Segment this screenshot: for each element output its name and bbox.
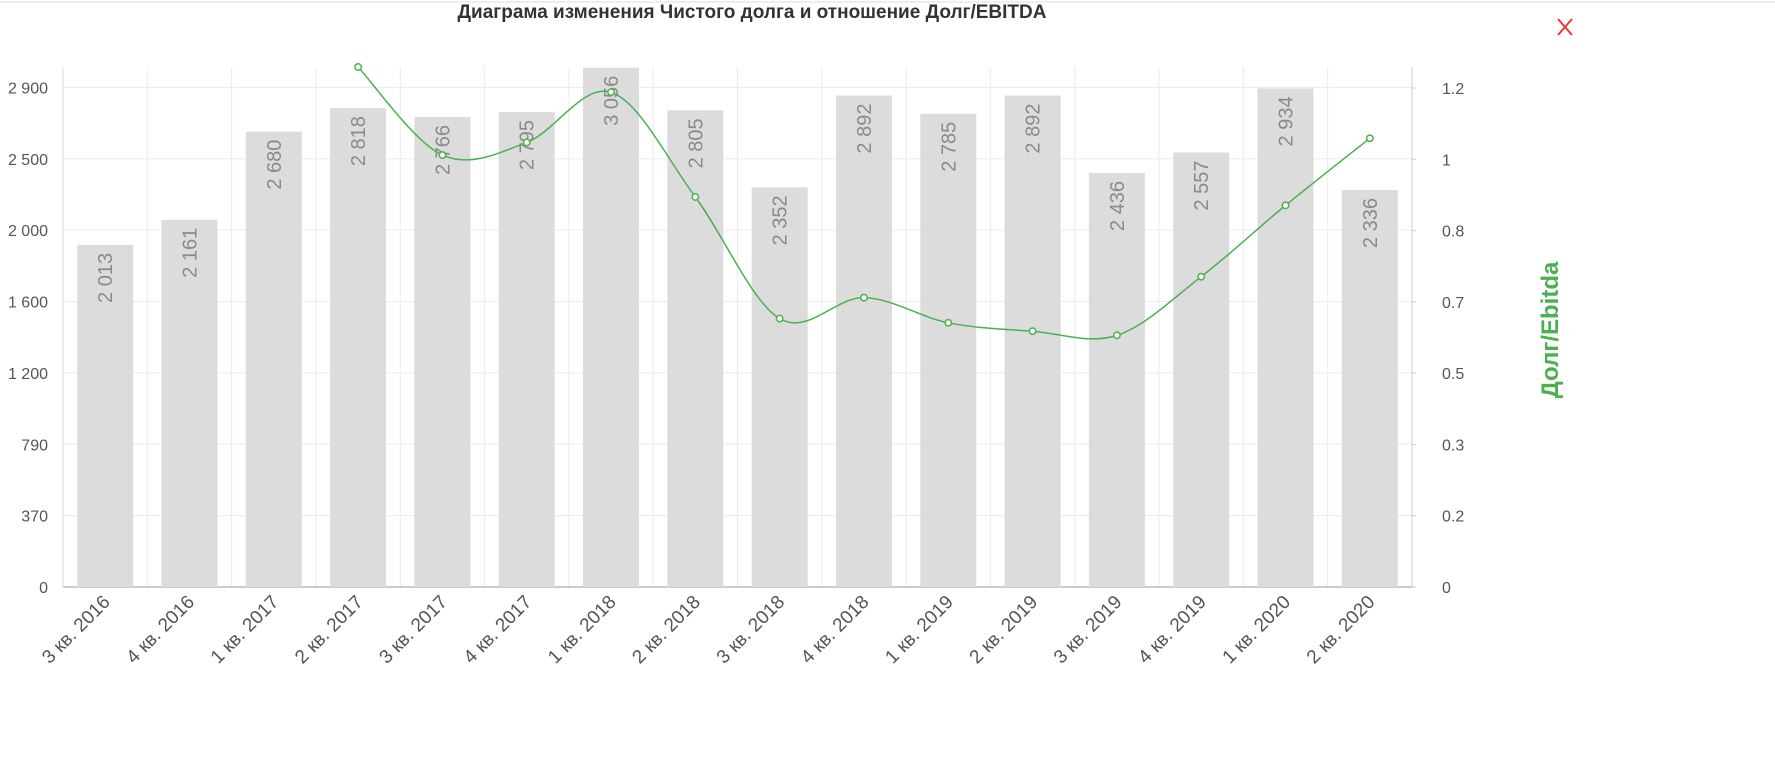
y2-tick-label: 1: [1442, 152, 1451, 169]
line-point: [775, 314, 784, 323]
data-label: 2 161: [179, 228, 201, 278]
data-label: 2 680: [264, 140, 286, 190]
bar: [835, 95, 892, 588]
y-tick-label: 1 200: [8, 366, 48, 383]
y-tick-label: 790: [21, 437, 48, 454]
y-tick-label: 1 600: [8, 295, 48, 312]
bar: [498, 112, 555, 587]
line-point: [691, 193, 700, 201]
line-point: [354, 63, 363, 71]
line-point: [522, 138, 531, 147]
bar: [1173, 152, 1230, 588]
y2-tick-label: 0.3: [1442, 437, 1464, 454]
x-tick-label: 4 кв. 2018: [797, 592, 873, 668]
data-label: 2 785: [938, 122, 960, 172]
x-tick-label: 1 кв. 2019: [881, 592, 957, 668]
data-label: 2 892: [1023, 104, 1045, 154]
y-tick-label: 0: [39, 580, 48, 597]
x-tick-label: 3 кв. 2016: [38, 592, 114, 668]
line-point: [860, 293, 868, 302]
y2-axis-title: Долг/Ebitda: [1537, 261, 1564, 398]
bar: [330, 108, 387, 588]
bar: [1341, 190, 1398, 587]
bar: [245, 131, 302, 587]
close-icon: [1557, 18, 1573, 36]
close-button[interactable]: [1557, 18, 1573, 36]
y2-tick-label: 1.2: [1442, 81, 1464, 98]
x-tick-label: 4 кв. 2019: [1134, 592, 1210, 668]
line-point: [438, 151, 447, 160]
data-label: 2 766: [432, 125, 454, 175]
chart-title: Диаграма изменения Чистого долга и отнош…: [458, 2, 1047, 23]
data-label: 2 436: [1107, 181, 1129, 231]
line-point: [1028, 327, 1037, 336]
x-tick-label: 3 кв. 2018: [713, 592, 789, 668]
line-point: [1197, 272, 1206, 281]
bar: [1088, 173, 1145, 587]
line-point: [607, 88, 615, 97]
line-point: [1365, 134, 1374, 143]
x-tick-label: 1 кв. 2020: [1219, 592, 1295, 668]
y2-tick-label: 0.2: [1442, 509, 1464, 526]
y2-tick-label: 0.8: [1442, 224, 1464, 241]
x-tick-label: 1 кв. 2018: [544, 592, 620, 668]
bar: [414, 116, 471, 587]
bar: [920, 113, 977, 587]
bar: [1004, 95, 1061, 588]
x-tick-label: 2 кв. 2020: [1303, 592, 1379, 668]
data-label: 2 805: [685, 118, 707, 168]
y-tick-label: 2 500: [8, 152, 48, 169]
line-point: [1281, 201, 1290, 210]
y-tick-label: 370: [21, 509, 48, 526]
line-point: [944, 318, 953, 327]
data-label: 2 013: [95, 253, 117, 303]
data-label: 2 557: [1191, 160, 1213, 210]
data-label: 2 934: [1276, 96, 1298, 146]
y-tick-label: 2 000: [8, 223, 48, 240]
bar: [751, 187, 808, 587]
x-tick-label: 2 кв. 2018: [628, 592, 704, 668]
data-label: 2 818: [348, 116, 370, 166]
y2-tick-label: 0.7: [1442, 295, 1464, 312]
data-label: 3 056: [601, 76, 623, 126]
bar: [77, 244, 134, 587]
x-tick-label: 2 кв. 2017: [291, 592, 367, 668]
bar: [667, 110, 724, 587]
data-label: 2 892: [854, 104, 876, 154]
x-tick-label: 4 кв. 2017: [460, 592, 536, 668]
bar: [583, 67, 640, 587]
data-label: 2 352: [770, 195, 792, 245]
x-tick-label: 3 кв. 2017: [376, 592, 452, 668]
y-tick-label: 2 900: [8, 80, 48, 97]
x-tick-label: 2 кв. 2019: [966, 592, 1042, 668]
y2-tick-label: 0.5: [1442, 366, 1464, 383]
line-point: [1112, 331, 1121, 340]
x-tick-label: 1 кв. 2017: [207, 592, 283, 668]
y2-tick-label: 0: [1442, 580, 1451, 597]
x-tick-label: 4 кв. 2016: [123, 592, 199, 668]
bar: [1257, 88, 1314, 587]
x-tick-label: 3 кв. 2019: [1050, 592, 1126, 668]
data-label: 2 336: [1360, 198, 1382, 248]
bar: [161, 219, 218, 587]
